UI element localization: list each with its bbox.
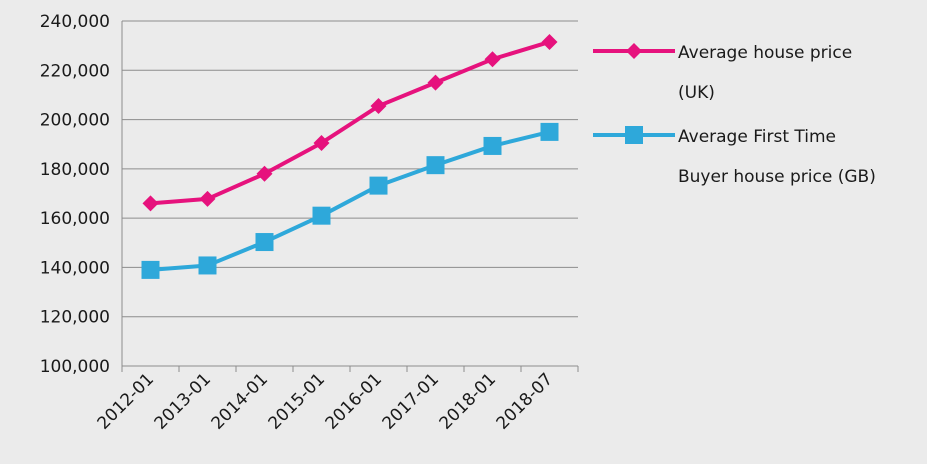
data-point-square xyxy=(426,156,445,175)
x-tick-label: 2013-01 xyxy=(151,369,215,433)
data-point-square xyxy=(198,256,217,275)
data-point-diamond xyxy=(313,134,330,151)
x-tick-label: 2018-01 xyxy=(436,369,500,433)
data-point-diamond xyxy=(541,33,558,50)
y-tick-label: 160,000 xyxy=(40,209,110,229)
y-tick-label: 180,000 xyxy=(40,160,110,180)
x-tick-label: 2014-01 xyxy=(208,369,272,433)
x-tick-label: 2018-07 xyxy=(493,369,557,433)
legend-marker-diamond xyxy=(626,43,642,59)
data-point-square xyxy=(540,122,559,141)
data-point-diamond xyxy=(142,195,159,212)
data-point-diamond xyxy=(484,51,501,68)
x-tick-label: 2015-01 xyxy=(265,369,329,433)
data-point-square xyxy=(369,176,388,195)
y-tick-label: 220,000 xyxy=(40,61,110,81)
y-tick-label: 120,000 xyxy=(40,308,110,328)
legend-label: Buyer house price (GB) xyxy=(678,167,876,187)
legend-label: (UK) xyxy=(678,83,715,103)
x-tick-label: 2017-01 xyxy=(379,369,443,433)
data-point-diamond xyxy=(370,98,387,115)
data-point-square xyxy=(141,260,160,279)
y-tick-label: 100,000 xyxy=(40,357,110,377)
data-point-square xyxy=(255,233,274,252)
x-tick-label: 2012-01 xyxy=(94,369,158,433)
legend-label: Average house price xyxy=(678,43,852,63)
data-point-square xyxy=(483,136,502,155)
legend-marker-square xyxy=(625,126,643,144)
y-tick-label: 240,000 xyxy=(40,12,110,32)
data-point-square xyxy=(312,206,331,225)
series-line-2 xyxy=(150,129,550,272)
data-point-diamond xyxy=(256,165,273,182)
series-line-1 xyxy=(150,40,551,206)
x-tick-label: 2016-01 xyxy=(322,369,386,433)
y-tick-label: 200,000 xyxy=(40,111,110,131)
data-point-diamond xyxy=(427,74,444,91)
legend-label: Average First Time xyxy=(678,127,836,147)
data-point-diamond xyxy=(199,190,216,207)
y-tick-label: 140,000 xyxy=(40,258,110,278)
